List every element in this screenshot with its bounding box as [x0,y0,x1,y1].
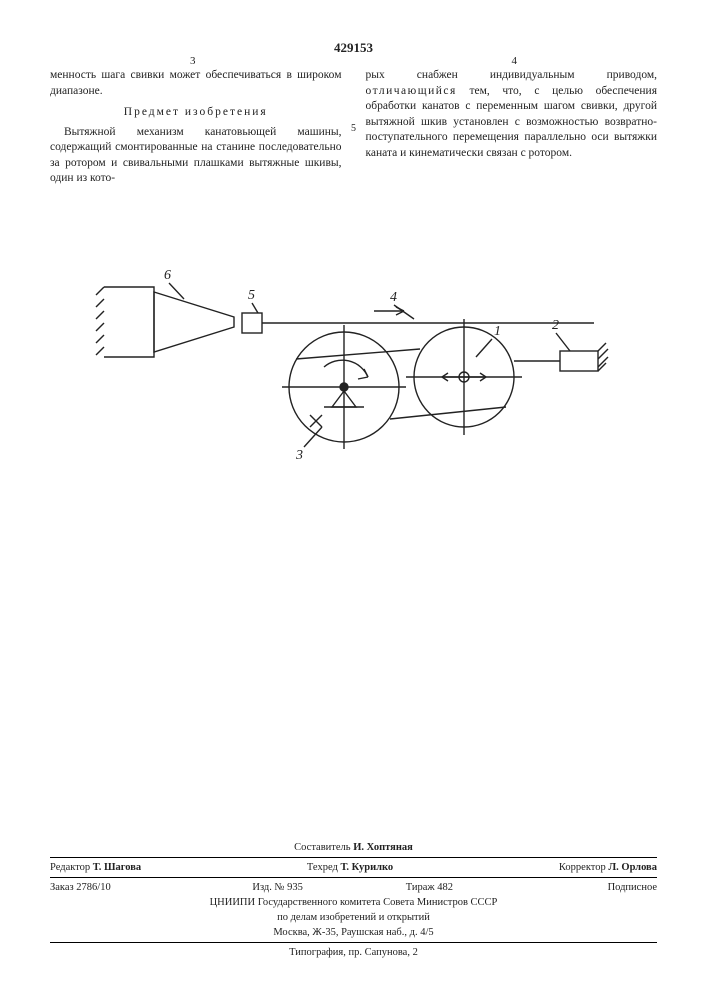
fig-label-2: 2 [552,318,559,333]
col-number-right: 4 [512,54,518,69]
left-p1: менность шага свивки может обеспечиватьс… [50,68,342,99]
compiler-name: И. Хоптяная [353,842,413,853]
org-line-1: ЦНИИПИ Государственного комитета Совета … [50,895,657,910]
right-p1b: отличающийся [366,85,457,97]
subscription: Подписное [505,882,657,893]
editor-name: Т. Шагова [93,862,141,873]
izd-no: Изд. № 935 [202,882,354,893]
techred-label: Техред [307,862,338,873]
typography: Типография, пр. Сапунова, 2 [50,945,657,960]
compiler-label: Составитель [294,842,350,853]
org-line-3: Москва, Ж-35, Раушская наб., д. 4/5 [50,925,657,940]
section-title: Предмет изобретения [50,105,342,121]
right-p1a: рых снабжен индивидуальным приводом, [366,69,658,81]
order-no: Заказ 2786/10 [50,882,202,893]
col-number-left: 3 [190,54,196,69]
line-marker-5: 5 [351,122,356,136]
diagram-svg: 6 5 4 1 2 3 [94,247,614,467]
fig-label-1: 1 [494,324,501,339]
tirazh: Тираж 482 [354,882,506,893]
corrector-name: Л. Орлова [608,862,657,873]
right-column: рых снабжен индивидуальным приводом, отл… [366,68,658,187]
editor-label: Редактор [50,862,90,873]
left-p2: Вытяжной механизм канатовьющей машины, с… [50,125,342,187]
org-line-2: по делам изобретений и открытий [50,910,657,925]
patent-number: 429153 [50,40,657,56]
fig-label-3: 3 [295,448,303,463]
fig-label-5: 5 [248,288,255,303]
fig-label-6: 6 [164,268,171,283]
fig-label-4: 4 [390,290,397,305]
patent-page: 429153 3 4 5 менность шага свивки может … [0,0,707,1000]
text-columns: 3 4 5 менность шага свивки может обеспеч… [50,68,657,187]
footer: Составитель И. Хоптяная Редактор Т. Шаго… [50,840,657,960]
techred-name: Т. Курилко [340,862,393,873]
corrector-label: Корректор [559,862,606,873]
left-column: менность шага свивки может обеспечиватьс… [50,68,342,187]
figure: 6 5 4 1 2 3 [50,247,657,472]
